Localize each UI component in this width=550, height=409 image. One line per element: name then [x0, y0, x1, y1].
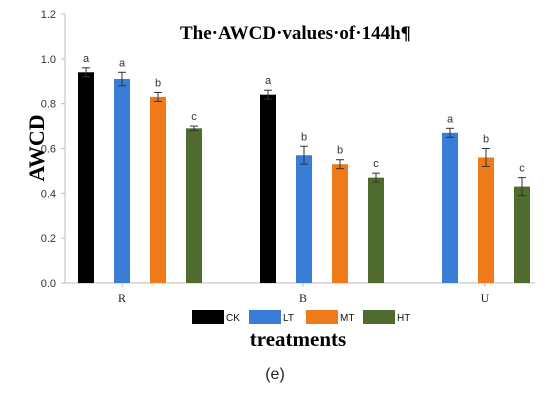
significance-label: b: [155, 77, 161, 89]
x-tick-label-R: R: [118, 291, 126, 305]
y-axis-ticks: 0.0 0.2 0.4 0.6 0.8 1.0 1.2: [41, 9, 65, 290]
bar-R-HT: [186, 128, 202, 283]
legend-swatch-HT: [363, 310, 395, 324]
bar-B-CK: [260, 94, 276, 283]
y-tick-label: 0.8: [41, 99, 56, 111]
significance-label: c: [191, 111, 197, 123]
legend-swatch-LT: [249, 310, 281, 324]
y-tick-label: 1.2: [41, 9, 56, 21]
x-axis-label: treatments: [250, 327, 346, 351]
significance-label: a: [265, 75, 272, 87]
legend-swatch-CK: [192, 310, 224, 324]
bar-R-CK: [78, 72, 94, 284]
y-axis-label: AWCD: [24, 114, 49, 181]
x-tick-label-U: U: [481, 291, 490, 305]
bar-B-LT: [296, 155, 312, 283]
y-tick-label: 0.6: [41, 144, 56, 156]
significance-label: a: [83, 53, 90, 65]
significance-label: c: [519, 163, 525, 175]
y-tick-label: 0.4: [41, 188, 56, 200]
y-tick-label: 1.0: [41, 54, 56, 66]
legend-label-CK: CK: [226, 313, 240, 324]
bar-R-LT: [114, 79, 130, 283]
legend-label-HT: HT: [397, 313, 410, 324]
significance-label: b: [301, 131, 307, 143]
significance-label: a: [119, 57, 126, 69]
legend-label-MT: MT: [340, 313, 354, 324]
y-tick-label: 0.2: [41, 233, 56, 245]
bar-B-HT: [368, 177, 384, 283]
bar-U-HT: [514, 186, 530, 283]
significance-label: b: [337, 145, 343, 157]
bar-marks: a a b c a b b c a b c: [78, 53, 530, 284]
significance-label: b: [483, 134, 489, 146]
bar-R-MT: [150, 96, 166, 283]
legend-swatch-MT: [306, 310, 338, 324]
bar-U-MT: [478, 157, 494, 283]
bar-B-MT: [332, 164, 348, 283]
awcd-bar-chart: The·AWCD·values·of·144h¶ AWCD 0.00.20.40…: [24, 9, 535, 351]
significance-label: c: [373, 158, 379, 170]
y-tick-label: 0.0: [41, 278, 56, 290]
panel-caption: (e): [265, 366, 285, 383]
legend: CK LT MT HT: [192, 310, 410, 324]
significance-label: a: [447, 113, 454, 125]
legend-label-LT: LT: [283, 313, 294, 324]
bar-U-LT: [442, 132, 458, 283]
chart-title: The·AWCD·values·of·144h¶: [180, 23, 411, 44]
x-tick-label-B: B: [299, 291, 307, 305]
